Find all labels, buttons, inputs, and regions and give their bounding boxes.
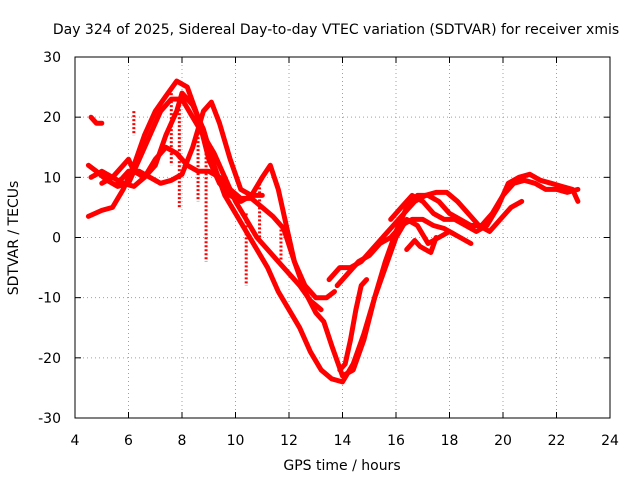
series-track-i: [388, 171, 581, 234]
chart-title: Day 324 of 2025, Sidereal Day-to-day VTE…: [53, 22, 619, 38]
series-track-d: [85, 78, 474, 379]
y-tick-label: 20: [43, 110, 61, 126]
series-layer: [85, 78, 581, 385]
x-axis-label: GPS time / hours: [283, 458, 400, 474]
x-tick-label: 16: [387, 433, 405, 449]
series-track-a: [88, 114, 105, 126]
x-tick-label: 22: [548, 433, 566, 449]
y-tick-label: -10: [38, 291, 61, 307]
y-tick-label: 10: [43, 170, 61, 186]
x-tick-label: 4: [71, 433, 80, 449]
y-axis-label: SDTVAR / TECUs: [6, 181, 22, 296]
x-tick-label: 6: [124, 433, 133, 449]
x-tick-label: 24: [601, 433, 619, 449]
x-tick-label: 8: [178, 433, 187, 449]
series-track-g: [334, 216, 458, 289]
x-tick-label: 20: [494, 433, 512, 449]
x-tick-label: 12: [280, 433, 298, 449]
series-track-k: [404, 235, 439, 255]
y-tick-label: -30: [38, 411, 61, 427]
y-tick-label: 30: [43, 50, 61, 66]
y-tick-label: -20: [38, 351, 61, 367]
x-tick-label: 14: [334, 433, 352, 449]
y-tick-label: 0: [52, 231, 61, 247]
x-tick-label: 18: [441, 433, 459, 449]
axis-ticks: 4 6 8 10 12 14 16 18 20 22 24 -30 -20 -10 0 10 20 30: [38, 50, 619, 449]
series-track-h: [326, 189, 525, 283]
series-track-e: [115, 99, 265, 198]
x-tick-label: 10: [227, 433, 245, 449]
series-track-j: [337, 277, 370, 373]
